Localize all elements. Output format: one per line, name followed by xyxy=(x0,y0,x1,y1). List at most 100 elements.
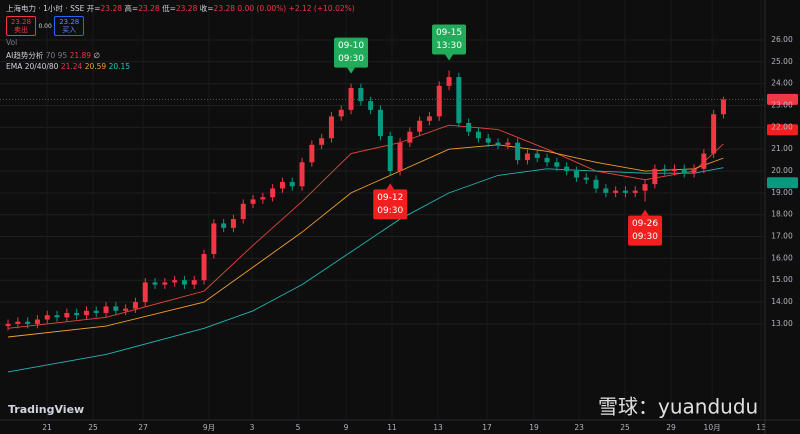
candle-body xyxy=(417,120,423,132)
annotation-text: 09-12 xyxy=(377,193,403,203)
candle-body xyxy=(583,177,589,180)
quote-label: 收= xyxy=(199,4,214,13)
candle-body xyxy=(34,319,40,324)
y-tick-label: 15.00 xyxy=(771,275,793,284)
candle-body xyxy=(662,168,668,172)
sell-button[interactable]: 23.28 卖出 xyxy=(6,16,37,36)
candle-body xyxy=(181,280,187,285)
candle-body xyxy=(358,88,364,102)
sell-price: 23.28 xyxy=(11,18,32,26)
price-badge xyxy=(767,177,798,189)
candle-body xyxy=(289,181,295,187)
buy-price: 23.28 xyxy=(59,18,80,26)
candle-body xyxy=(485,138,491,143)
x-tick-label: 9 xyxy=(344,423,349,432)
change: 0.00 (0.00%) +2.12 (+10.02%) xyxy=(237,4,355,13)
candle-body xyxy=(5,323,11,327)
candle-body xyxy=(515,142,521,161)
annotation-text: 09-15 xyxy=(436,28,462,38)
candle-body xyxy=(93,310,99,313)
candle-body xyxy=(642,184,648,191)
y-tick-label: 20.00 xyxy=(771,166,793,175)
indicator: AI趋势分析 70 95 21.89 ∅ xyxy=(6,50,100,61)
symbol: 上海电力 · 1小时 · SSE xyxy=(6,4,85,13)
candle-body xyxy=(407,131,413,143)
candle-body xyxy=(74,312,80,316)
credit: 雪球：yuandudu xyxy=(598,395,758,419)
candle-body xyxy=(426,116,432,121)
candle-body xyxy=(505,142,511,145)
candle-body xyxy=(534,153,540,158)
candle-body xyxy=(299,162,305,187)
x-tick-label: 3 xyxy=(250,423,255,432)
x-tick-label: 11 xyxy=(387,423,397,432)
x-tick-label: 29 xyxy=(666,423,676,432)
quote-label: 低= xyxy=(162,4,176,13)
candle-body xyxy=(711,114,717,154)
ind-value: 20.59 xyxy=(84,62,107,71)
quote-label: 高= xyxy=(124,4,139,13)
x-tick-label: 13 xyxy=(756,423,766,432)
candle-body xyxy=(613,190,619,193)
quote-value: 23.28 xyxy=(100,4,123,13)
candle-body xyxy=(172,280,178,283)
y-tick-label: 19.00 xyxy=(771,188,793,197)
quote: 开=23.28 高=23.28 低=23.28 收=23.28 xyxy=(87,4,238,13)
spread: 0.00 xyxy=(38,23,52,30)
vol: Vol xyxy=(6,38,18,47)
candle-body xyxy=(554,162,560,167)
sell-label: 卖出 xyxy=(14,26,29,34)
quote-label: 开= xyxy=(86,4,101,13)
candle-body xyxy=(544,157,550,163)
x-tick-label: 21 xyxy=(42,423,52,432)
plot: 09-10 09:30 09-12 09:30 09-15 13:30 09-26 09:30 xyxy=(0,0,765,420)
annotation-pointer xyxy=(445,54,454,61)
annotation: 09-15 13:30 xyxy=(432,24,467,61)
candle-body xyxy=(671,168,677,172)
candle-body xyxy=(652,168,658,185)
x-tick-label: 25 xyxy=(620,423,630,432)
candle-body xyxy=(495,142,501,145)
y-tick-label: 18.00 xyxy=(771,210,793,219)
x-tick-label: 25 xyxy=(88,423,98,432)
candle-body xyxy=(446,77,452,86)
candle-body xyxy=(54,315,60,318)
annotation-text: 09-10 xyxy=(338,41,364,51)
annotation-box xyxy=(334,37,369,68)
candle-body xyxy=(377,109,383,137)
candle-body xyxy=(328,116,334,139)
ema-line xyxy=(7,144,724,338)
candle-body xyxy=(15,321,21,324)
y-tick-label: 14.00 xyxy=(771,297,793,306)
candle-body xyxy=(603,188,609,193)
ind-value: 21.89 xyxy=(69,51,92,60)
candle-body xyxy=(191,280,197,285)
indicator: EMA 20/40/80 21.24 20.59 20.15 xyxy=(6,62,130,71)
candle-body xyxy=(632,190,638,193)
candle-body xyxy=(83,310,89,316)
candle-body xyxy=(142,282,148,303)
ind-name: EMA 20/40/80 xyxy=(6,62,59,71)
candle-body xyxy=(701,153,707,169)
candle-body xyxy=(123,308,129,311)
candle-body xyxy=(270,188,276,198)
x-tick-label: 10月 xyxy=(704,423,721,432)
candle-body xyxy=(221,223,227,228)
ema-line xyxy=(7,124,724,329)
ind-value: 21.24 xyxy=(60,62,83,71)
annotation-text: 09:30 xyxy=(377,206,403,216)
annotation-pointer xyxy=(347,67,356,74)
candle-body xyxy=(152,282,158,285)
y-tick-label: 16.00 xyxy=(771,253,793,262)
annotation: 09-10 09:30 xyxy=(334,37,369,74)
y-tick-label: 23.00 xyxy=(771,100,793,109)
annotation-box xyxy=(432,24,467,55)
watermark: TradingView xyxy=(8,403,84,416)
x-tick-label: 27 xyxy=(138,423,148,432)
candle-body xyxy=(309,144,315,163)
quote-value: 23.28 xyxy=(213,4,236,13)
buy-button[interactable]: 23.28 买入 xyxy=(54,16,85,36)
trade-buttons: 23.28 卖出 0.00 23.28 买入 xyxy=(6,16,85,36)
annotation: 09-26 09:30 xyxy=(628,209,663,246)
